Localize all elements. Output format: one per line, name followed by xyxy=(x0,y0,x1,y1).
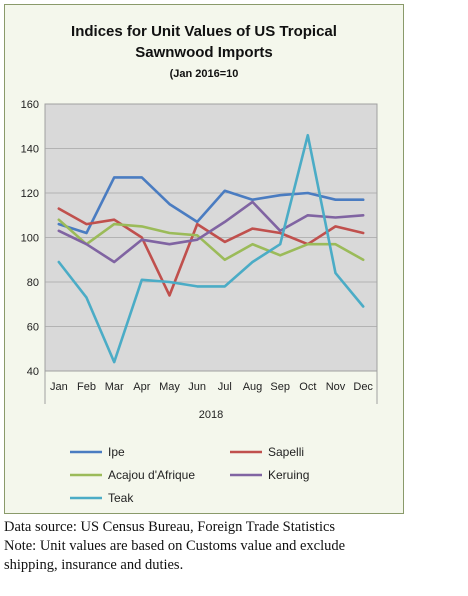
legend-label-sapelli: Sapelli xyxy=(268,445,304,459)
x-tick-label: Sep xyxy=(270,381,290,393)
chart-title-line-2: Sawnwood Imports xyxy=(135,44,273,61)
series-lines xyxy=(57,133,365,364)
x-tick-label: Aug xyxy=(243,381,263,393)
series-line-keruing xyxy=(57,200,365,264)
chart-title-line-1: Indices for Unit Values of US Tropical xyxy=(71,23,337,40)
chart-notes: Data source: US Census Bureau, Foreign T… xyxy=(4,518,464,575)
y-tick-label: 80 xyxy=(27,277,39,289)
gridlines xyxy=(45,148,377,327)
legend-label-teak: Teak xyxy=(108,491,134,505)
x-axis-categories: Jan Feb Mar Apr May Jun Jul Aug Sep Oct Nov Dec xyxy=(44,371,378,404)
chart-subtitle: (Jan 2016=10 xyxy=(170,68,239,80)
series-line-acajou-d-afrique xyxy=(57,218,365,262)
data-source-note: Data source: US Census Bureau, Foreign T… xyxy=(4,519,336,535)
note-line-2: shipping, insurance and duties. xyxy=(4,557,184,573)
y-tick-label: 40 xyxy=(27,366,39,378)
x-tick-label: Feb xyxy=(77,381,96,393)
y-tick-label: 140 xyxy=(21,144,39,156)
y-axis-ticks: 40 60 80 100 120 140 160 xyxy=(21,99,39,378)
legend-label-acajou-d-afrique: Acajou d'Afrique xyxy=(108,468,195,482)
y-tick-label: 100 xyxy=(21,233,39,245)
line-chart: Indices for Unit Values of US Tropical S… xyxy=(21,23,378,505)
legend-label-ipe: Ipe xyxy=(108,445,125,459)
y-tick-label: 60 xyxy=(27,322,39,334)
x-tick-label: Jul xyxy=(218,381,232,393)
x-tick-label: Jan xyxy=(50,381,68,393)
x-tick-label: Jun xyxy=(188,381,206,393)
legend-label-keruing: Keruing xyxy=(268,468,309,482)
x-tick-label: Oct xyxy=(299,381,316,393)
series-line-teak xyxy=(57,133,365,364)
series-line-ipe xyxy=(57,176,365,235)
x-tick-label: Nov xyxy=(326,381,346,393)
x-tick-label: May xyxy=(159,381,180,393)
x-tick-label: Apr xyxy=(133,381,150,393)
series-line-sapelli xyxy=(57,207,365,297)
y-tick-label: 160 xyxy=(21,99,39,111)
x-group-label: 2018 xyxy=(199,409,223,421)
note-line-1: Note: Unit values are based on Customs v… xyxy=(4,538,346,554)
x-tick-label: Dec xyxy=(353,381,373,393)
legend: Ipe Sapelli Acajou d'Afrique Keruing Teak xyxy=(70,445,309,505)
y-tick-label: 120 xyxy=(21,188,39,200)
x-tick-label: Mar xyxy=(105,381,124,393)
